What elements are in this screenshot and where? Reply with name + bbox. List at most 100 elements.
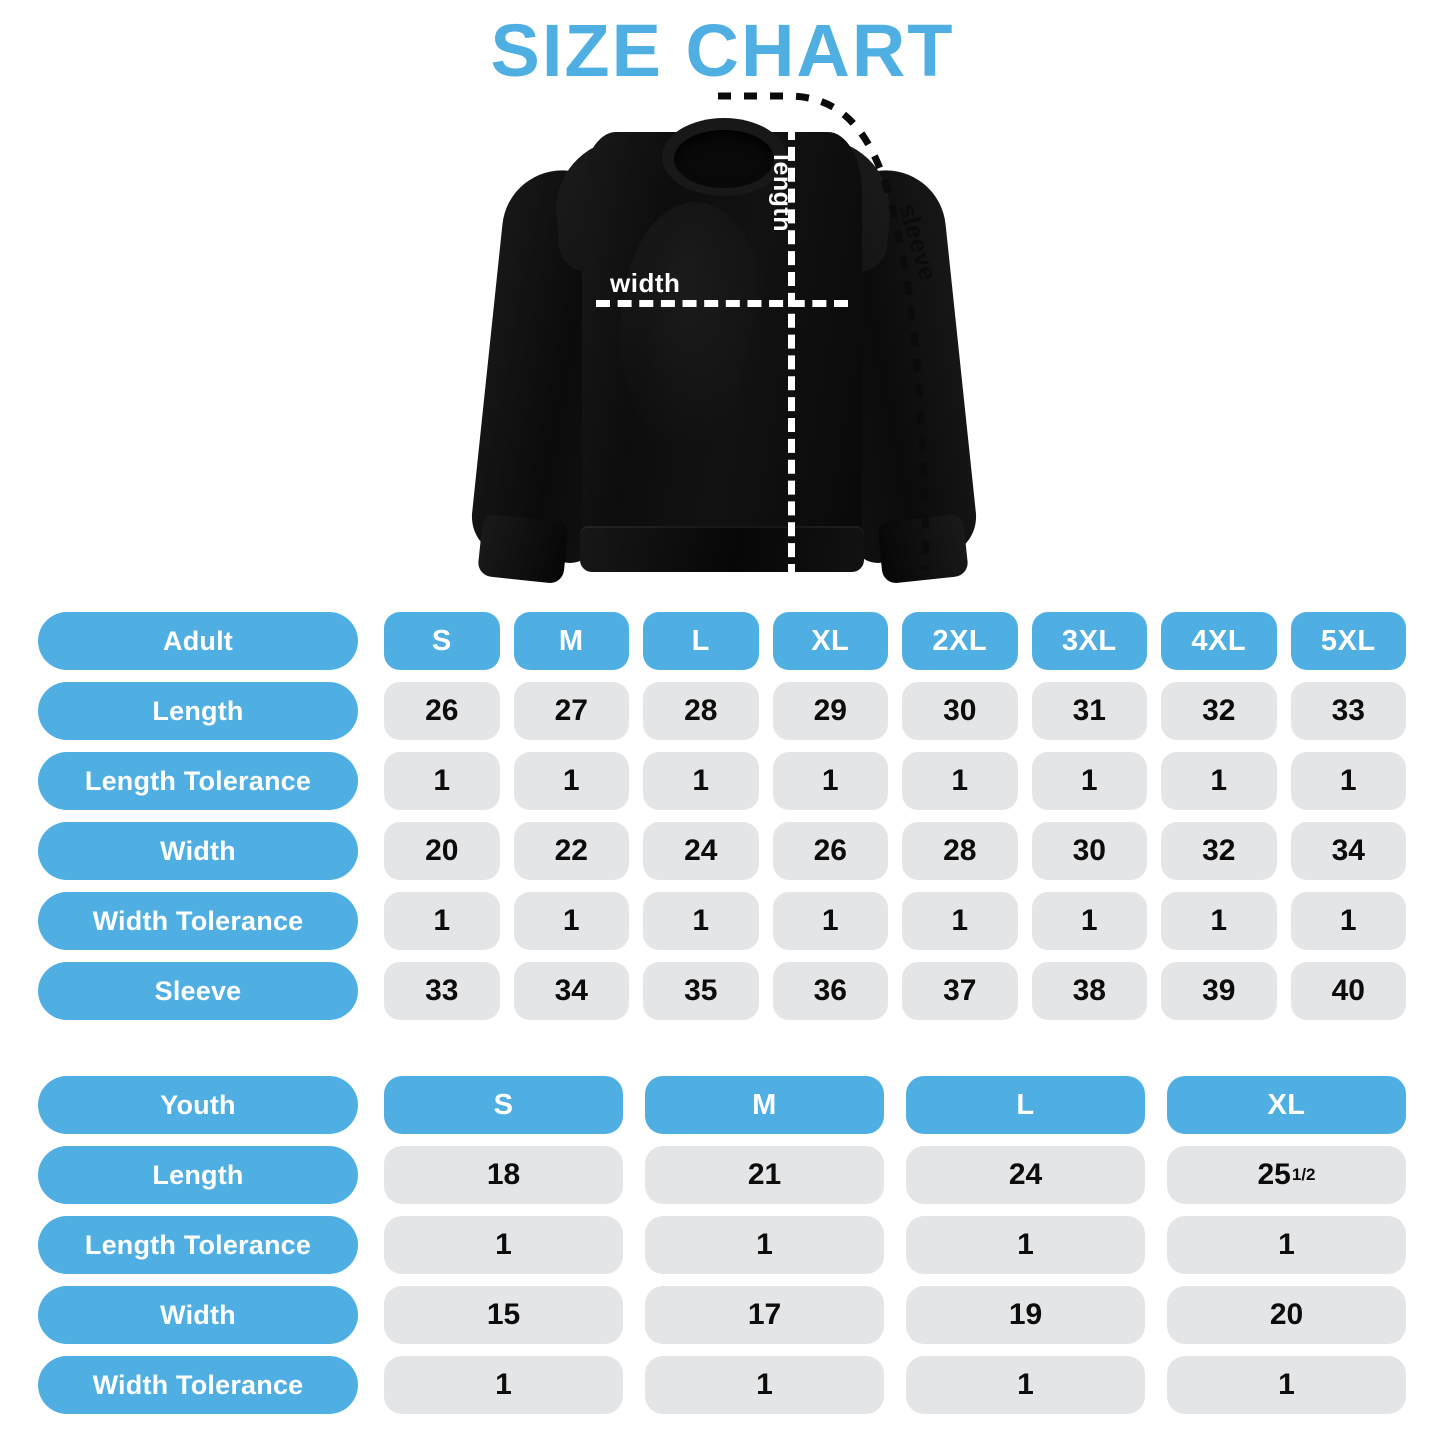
row-values: 33 34 35 36 37 38 39 40 — [384, 962, 1406, 1020]
value-cell: 24 — [906, 1146, 1145, 1204]
title-area: SIZE CHART — [0, 0, 1445, 88]
value-cell: 32 — [1161, 682, 1277, 740]
size-header-l[interactable]: L — [643, 612, 759, 670]
row-label-length: Length — [38, 1146, 358, 1204]
value-cell: 1 — [906, 1356, 1145, 1414]
value-cell: 37 — [902, 962, 1018, 1020]
value-cell: 1 — [772, 752, 888, 810]
table-row: Length 26 27 28 29 30 31 32 33 — [38, 682, 1406, 740]
value-cell: 30 — [1031, 822, 1147, 880]
size-header-s[interactable]: S — [384, 1076, 623, 1134]
value-cell: 30 — [902, 682, 1018, 740]
value-cell: 31 — [1031, 682, 1147, 740]
garment-illustration: length width sleeve — [0, 92, 1445, 592]
value-cell: 1 — [384, 1216, 623, 1274]
size-header-s[interactable]: S — [384, 612, 500, 670]
size-header-xl[interactable]: XL — [772, 612, 888, 670]
value-cell: 1 — [1161, 752, 1277, 810]
length-guide-line — [788, 126, 795, 578]
value-cell: 32 — [1161, 822, 1277, 880]
row-values: 18 21 24 25 1/2 — [384, 1146, 1406, 1204]
value-cell: 1 — [1290, 752, 1406, 810]
size-header-m[interactable]: M — [645, 1076, 884, 1134]
collar-inner — [674, 130, 774, 188]
table-row: Width 20 22 24 26 28 30 32 34 — [38, 822, 1406, 880]
size-header-4xl[interactable]: 4XL — [1161, 612, 1277, 670]
value-cell: 36 — [772, 962, 888, 1020]
youth-header-row: Youth S M L XL — [38, 1076, 1406, 1134]
hem-band — [580, 526, 864, 572]
value-cell: 1 — [772, 892, 888, 950]
fabric-sheen — [620, 202, 770, 462]
table-row: Length 18 21 24 25 1/2 — [38, 1146, 1406, 1204]
value-cell: 26 — [384, 682, 500, 740]
value-cell: 33 — [1290, 682, 1406, 740]
value-cell: 1 — [1167, 1356, 1406, 1414]
value-cell: 18 — [384, 1146, 623, 1204]
value-cell: 1 — [906, 1216, 1145, 1274]
adult-header-row: Adult S M L XL 2XL 3XL 4XL 5XL — [38, 612, 1406, 670]
size-header-3xl[interactable]: 3XL — [1031, 612, 1147, 670]
adult-corner-label: Adult — [38, 612, 358, 670]
value-cell: 34 — [1290, 822, 1406, 880]
row-values: 20 22 24 26 28 30 32 34 — [384, 822, 1406, 880]
value-cell: 17 — [645, 1286, 884, 1344]
adult-size-headers: S M L XL 2XL 3XL 4XL 5XL — [384, 612, 1406, 670]
value-cell: 1 — [384, 752, 500, 810]
table-row: Sleeve 33 34 35 36 37 38 39 40 — [38, 962, 1406, 1020]
value-cell: 38 — [1031, 962, 1147, 1020]
value-cell: 15 — [384, 1286, 623, 1344]
table-row: Width 15 17 19 20 — [38, 1286, 1406, 1344]
row-label-width: Width — [38, 822, 358, 880]
size-header-5xl[interactable]: 5XL — [1290, 612, 1406, 670]
value-cell: 1 — [1167, 1216, 1406, 1274]
value-cell: 24 — [643, 822, 759, 880]
width-guide-line — [596, 300, 848, 307]
row-label-sleeve: Sleeve — [38, 962, 358, 1020]
value-cell: 1 — [513, 752, 629, 810]
row-label-length: Length — [38, 682, 358, 740]
value-cell: 28 — [643, 682, 759, 740]
value-cell: 1 — [645, 1216, 884, 1274]
size-header-m[interactable]: M — [513, 612, 629, 670]
adult-size-table: Adult S M L XL 2XL 3XL 4XL 5XL Length 26 27 28 29 30 31… — [38, 612, 1406, 1032]
value-cell: 22 — [513, 822, 629, 880]
row-label-length-tolerance: Length Tolerance — [38, 1216, 358, 1274]
youth-size-headers: S M L XL — [384, 1076, 1406, 1134]
value-cell: 1 — [902, 892, 1018, 950]
table-row: Width Tolerance 1 1 1 1 — [38, 1356, 1406, 1414]
value-cell: 20 — [384, 822, 500, 880]
value-cell: 29 — [772, 682, 888, 740]
value-cell: 35 — [643, 962, 759, 1020]
value-cell: 1 — [645, 1356, 884, 1414]
value-cell: 1 — [1031, 892, 1147, 950]
table-row: Length Tolerance 1 1 1 1 1 1 1 1 — [38, 752, 1406, 810]
value-cell: 19 — [906, 1286, 1145, 1344]
row-label-length-tolerance: Length Tolerance — [38, 752, 358, 810]
page-title: SIZE CHART — [490, 9, 955, 92]
sweatshirt-graphic: length width sleeve — [467, 92, 1000, 592]
value-cell: 20 — [1167, 1286, 1406, 1344]
size-header-xl[interactable]: XL — [1167, 1076, 1406, 1134]
length-label: length — [768, 154, 796, 232]
table-row: Length Tolerance 1 1 1 1 — [38, 1216, 1406, 1274]
value-cell: 1 — [1031, 752, 1147, 810]
value-cell: 1 — [513, 892, 629, 950]
value-cell: 26 — [772, 822, 888, 880]
value-cell: 28 — [902, 822, 1018, 880]
value-cell: 1 — [384, 892, 500, 950]
table-row: Width Tolerance 1 1 1 1 1 1 1 1 — [38, 892, 1406, 950]
value-cell: 1 — [1290, 892, 1406, 950]
size-header-2xl[interactable]: 2XL — [902, 612, 1018, 670]
row-label-width-tolerance: Width Tolerance — [38, 1356, 358, 1414]
value-cell: 39 — [1161, 962, 1277, 1020]
value-cell: 1 — [384, 1356, 623, 1414]
value-cell: 33 — [384, 962, 500, 1020]
value-cell: 1 — [902, 752, 1018, 810]
row-values: 26 27 28 29 30 31 32 33 — [384, 682, 1406, 740]
youth-corner-label: Youth — [38, 1076, 358, 1134]
size-header-l[interactable]: L — [906, 1076, 1145, 1134]
